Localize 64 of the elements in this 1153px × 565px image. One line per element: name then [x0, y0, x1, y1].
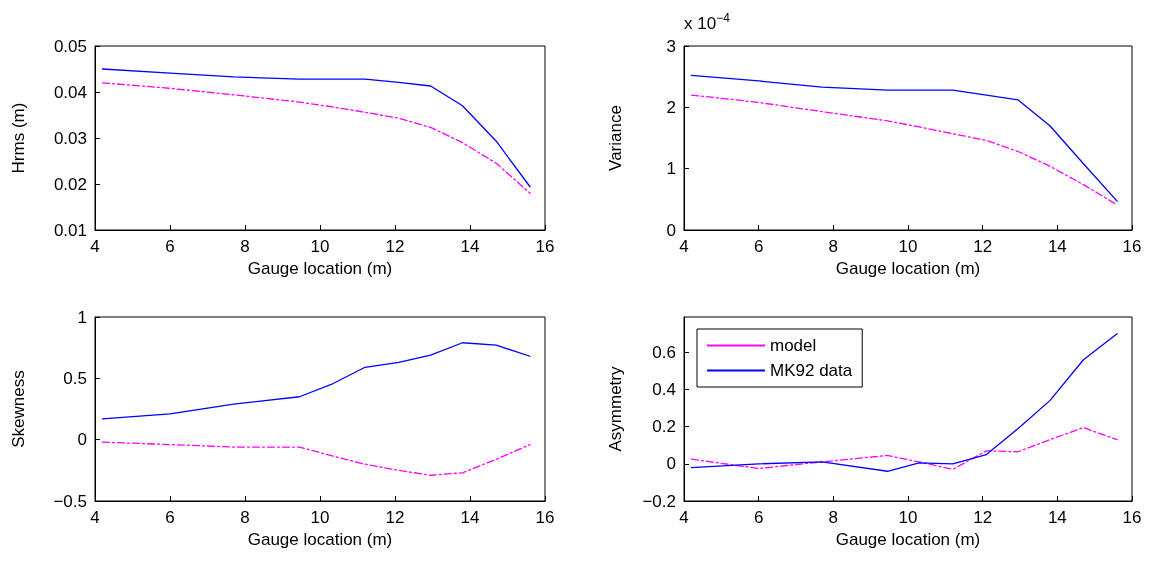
x-tick-label: 10 [898, 508, 918, 527]
line-series [101, 441, 531, 476]
x-tick-label: 8 [828, 508, 839, 527]
line-series [101, 82, 531, 194]
x-tick-label: 14 [1047, 508, 1067, 527]
y-tick-label: 0.04 [53, 82, 87, 102]
y-tick-label: −0.5 [53, 491, 87, 511]
x-tick-label: 8 [828, 237, 839, 256]
x-tick-label: 12 [385, 508, 405, 527]
legend-label: MK92 data [770, 361, 853, 380]
line-series [690, 74, 1118, 202]
x-tick-label: 12 [973, 237, 993, 256]
x-tick-label: 12 [973, 508, 993, 527]
y-tick-label: −0.2 [642, 491, 676, 511]
y-tick-label: 0 [77, 430, 87, 450]
y-tick-label: 0.6 [652, 342, 676, 362]
x-tick-label: 16 [1122, 508, 1142, 527]
line-series [101, 342, 531, 420]
y-tick-label: 0.02 [53, 174, 87, 194]
x-tick-label: 4 [679, 508, 689, 527]
line-series [690, 333, 1118, 472]
y-tick-label: 1 [666, 159, 676, 179]
legend-label: model [770, 336, 817, 355]
y-axis-title: Asymmetry [606, 366, 625, 452]
x-tick-label: 16 [535, 508, 555, 527]
y-tick-label: 2 [666, 97, 676, 117]
x-axis-title: Gauge location (m) [247, 258, 393, 278]
y-axis-title: Variance [606, 105, 625, 171]
x-tick-label: 10 [898, 237, 918, 256]
x-tick-label: 16 [535, 237, 555, 256]
x-axis-title: Gauge location (m) [247, 529, 393, 549]
y-tick-label: 3 [666, 36, 676, 56]
y-tick-label: 0.03 [53, 128, 87, 148]
x-tick-label: 4 [90, 508, 100, 527]
y-tick-label: 0.01 [53, 220, 87, 240]
x-tick-label: 10 [310, 237, 330, 256]
x-tick-label: 14 [1047, 237, 1067, 256]
x-axis-title: Gauge location (m) [835, 258, 981, 278]
x-tick-label: 14 [460, 237, 480, 256]
x-tick-label: 6 [753, 237, 764, 256]
x-tick-label: 12 [385, 237, 405, 256]
y-axis-title: Hrms (m) [9, 102, 28, 174]
y-tick-label: 0.05 [53, 36, 87, 56]
x-tick-label: 16 [1122, 237, 1142, 256]
y-tick-label: 0.5 [63, 368, 87, 388]
x-tick-label: 6 [753, 508, 764, 527]
x-tick-label: 10 [310, 508, 330, 527]
y-tick-label: 0.4 [652, 379, 676, 399]
x-tick-label: 8 [240, 237, 250, 256]
x-axis-title: Gauge location (m) [835, 529, 981, 549]
y-tick-label: 0 [666, 454, 676, 474]
y-axis-title: Skewness [9, 370, 28, 448]
x-tick-label: 4 [679, 237, 689, 256]
y-tick-label: 0.2 [652, 417, 676, 437]
x-tick-label: 6 [165, 237, 175, 256]
x-tick-label: 14 [460, 508, 480, 527]
line-series [101, 68, 531, 188]
y-tick-label: 0 [666, 220, 676, 240]
line-series [690, 94, 1118, 206]
x-tick-label: 4 [90, 237, 100, 256]
x-tick-label: 6 [165, 508, 175, 527]
line-series [690, 426, 1118, 471]
y-tick-label: 1 [77, 307, 87, 327]
x-tick-label: 8 [240, 508, 250, 527]
